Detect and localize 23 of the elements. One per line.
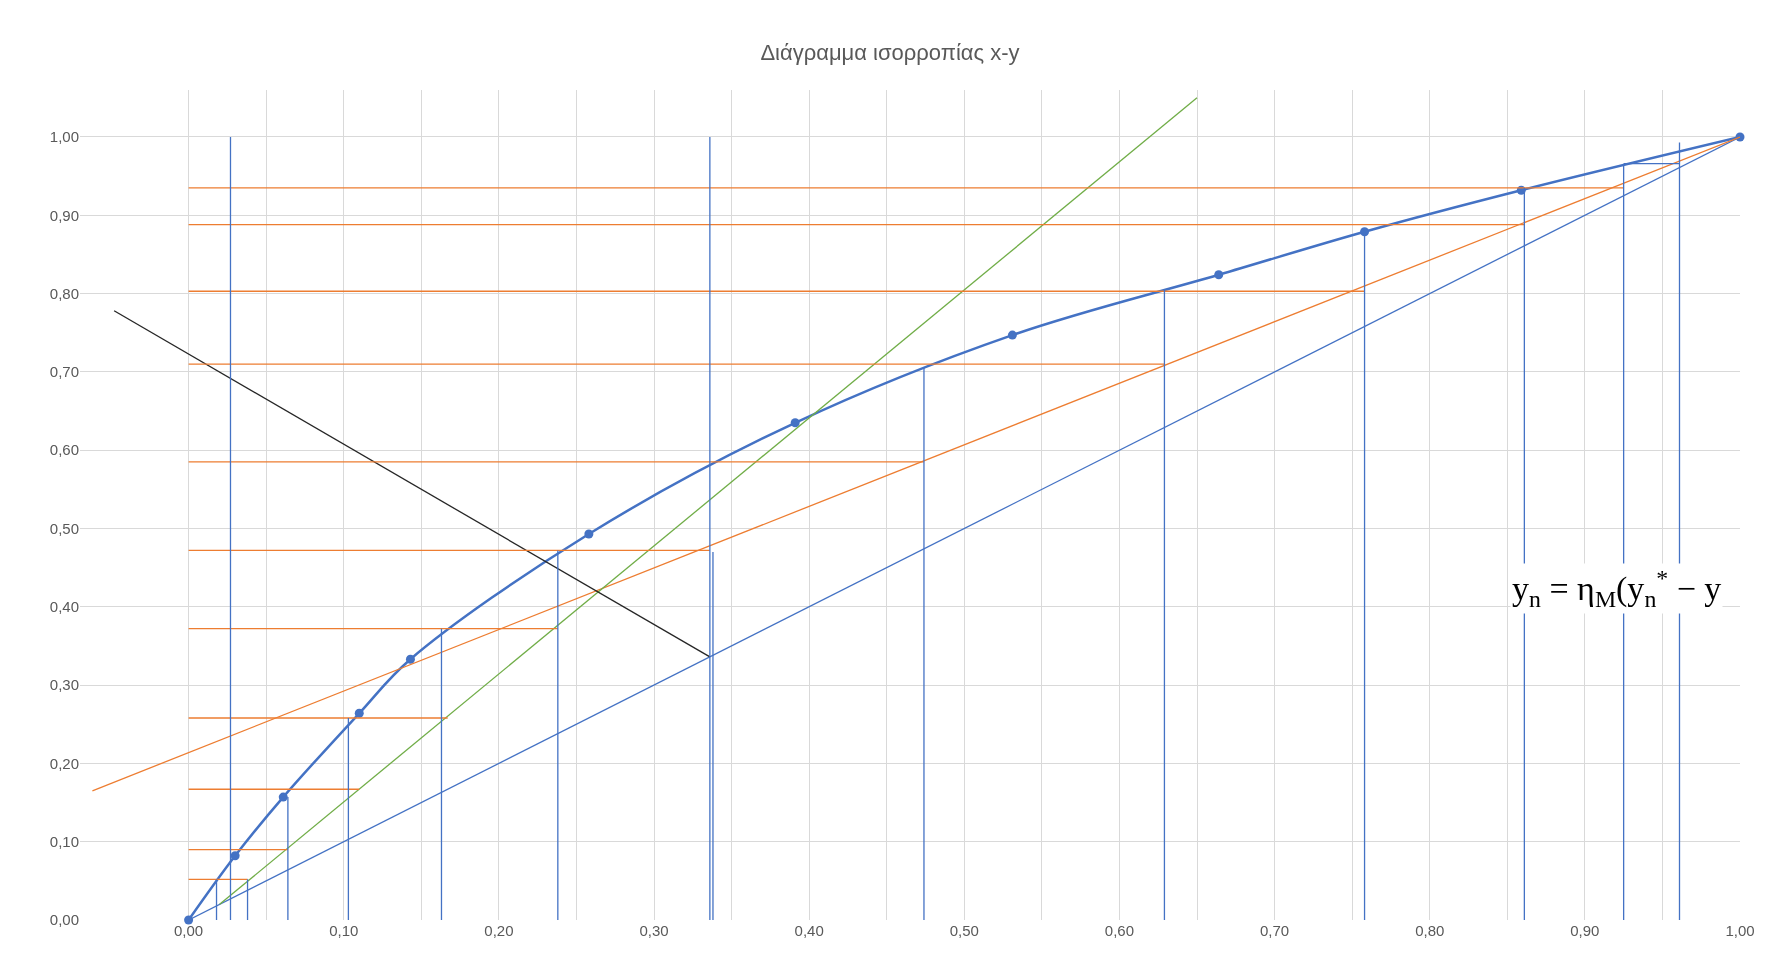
- y-tick-label: 0,40: [49, 598, 79, 616]
- y-tick-label: 0,90: [49, 206, 79, 224]
- x-tick-label: 0,40: [794, 922, 824, 939]
- y-tick-label: 0,70: [49, 363, 79, 381]
- x-tick-label: 0,20: [484, 922, 514, 939]
- y-tick-label: 0,80: [49, 284, 79, 302]
- y-tick-label: 0,30: [49, 676, 79, 694]
- x-tick-label: 0,70: [1259, 922, 1290, 939]
- x-tick-label: 0,10: [329, 922, 359, 939]
- x-tick-label: 0,50: [949, 922, 979, 939]
- y-tick-label: 0,10: [49, 832, 79, 850]
- y-tick-label: 0,60: [49, 441, 79, 459]
- x-tick-label: 1,00: [1725, 922, 1755, 939]
- x-tick-label: 0,30: [639, 922, 669, 939]
- y-tick-label: 0,20: [49, 754, 79, 772]
- x-tick-label: 0,00: [174, 922, 204, 939]
- x-tick-label: 0,80: [1415, 922, 1445, 939]
- x-tick-label: 0,60: [1104, 922, 1135, 939]
- x-tick-label: 0,90: [1570, 922, 1600, 939]
- annotation: y$_{n}$ = η$_{Μ}$(y$_{n}$$^{*}$ − y: [1512, 565, 1722, 613]
- y-tick-label: 1,00: [49, 128, 79, 146]
- chart-title: Διάγραμμα ισορροπίας x-y: [760, 39, 1020, 65]
- y-tick-label: 0,50: [49, 519, 79, 537]
